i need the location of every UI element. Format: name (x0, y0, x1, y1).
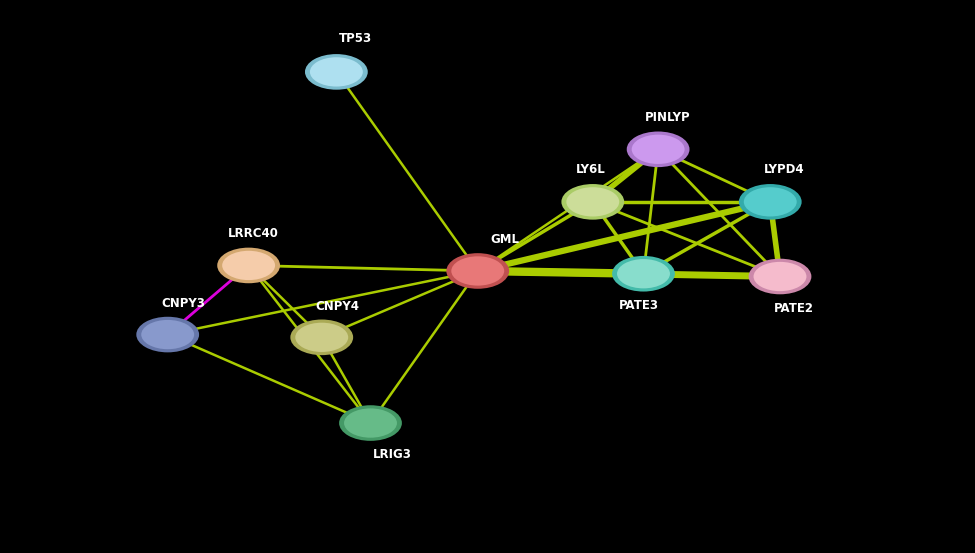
Circle shape (616, 258, 671, 289)
Text: PINLYP: PINLYP (645, 111, 690, 124)
Text: LRRC40: LRRC40 (228, 227, 279, 240)
Circle shape (739, 184, 801, 220)
Circle shape (305, 54, 368, 90)
Text: LY6L: LY6L (576, 163, 605, 176)
Text: PATE2: PATE2 (773, 302, 814, 315)
Text: CNPY3: CNPY3 (162, 297, 206, 310)
Circle shape (339, 405, 402, 441)
Circle shape (749, 259, 811, 294)
Circle shape (627, 132, 689, 167)
Text: LYPD4: LYPD4 (763, 163, 804, 176)
Circle shape (343, 408, 398, 439)
Circle shape (447, 253, 509, 289)
Circle shape (291, 320, 353, 355)
Circle shape (221, 250, 276, 281)
Circle shape (753, 261, 807, 292)
Text: TP53: TP53 (339, 32, 372, 45)
Circle shape (136, 317, 199, 352)
Circle shape (140, 319, 195, 350)
Circle shape (450, 255, 505, 286)
Text: LRIG3: LRIG3 (372, 448, 411, 462)
Circle shape (612, 256, 675, 291)
Circle shape (631, 134, 685, 165)
Circle shape (294, 322, 349, 353)
Circle shape (743, 186, 798, 217)
Circle shape (217, 248, 280, 283)
Text: CNPY4: CNPY4 (315, 300, 360, 313)
Circle shape (566, 186, 620, 217)
Circle shape (309, 56, 364, 87)
Circle shape (562, 184, 624, 220)
Text: PATE3: PATE3 (618, 299, 659, 312)
Text: GML: GML (490, 232, 520, 246)
